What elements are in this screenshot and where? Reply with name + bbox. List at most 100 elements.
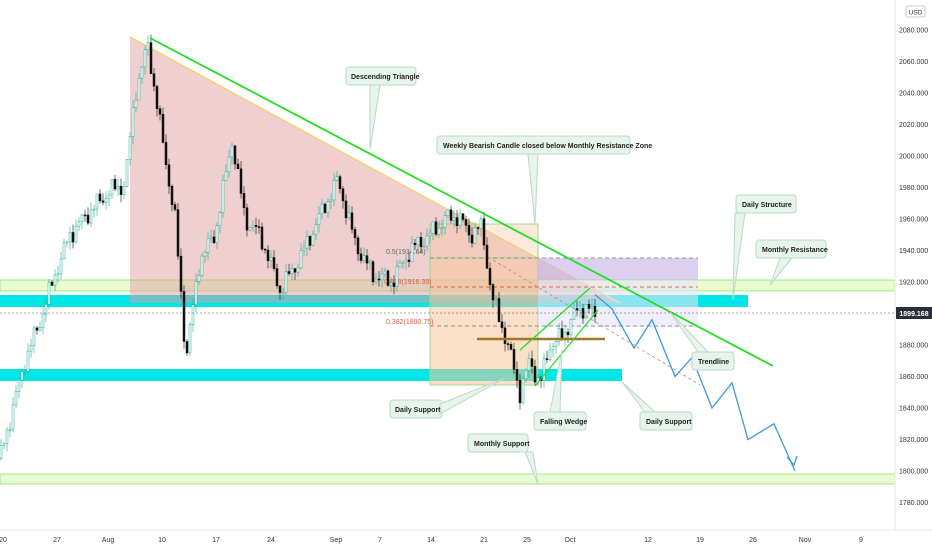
candle-body	[266, 249, 270, 262]
candle-body	[458, 213, 462, 226]
candle-body	[482, 218, 486, 246]
candle-body	[254, 224, 258, 227]
candle-body	[587, 304, 591, 309]
currency-badge[interactable]	[905, 5, 926, 18]
candle-body	[92, 208, 96, 211]
candle-body	[230, 145, 234, 158]
candle-body	[38, 327, 42, 331]
candle-body	[80, 214, 84, 222]
candle-body	[545, 358, 549, 360]
last-price-label: 1899.168	[899, 311, 928, 318]
candle-body	[311, 233, 315, 246]
candle-body	[269, 257, 273, 262]
candle-body	[131, 107, 135, 137]
callout-daily-structure: Daily Structure	[732, 194, 797, 301]
price-tick-label: 1960.000	[899, 217, 928, 224]
candle-body	[389, 282, 393, 286]
candle-body	[149, 42, 153, 74]
time-tick-label: 9	[859, 537, 863, 544]
candle-body	[500, 321, 504, 329]
candle-body	[59, 258, 63, 275]
callout-daily-support-left: Daily Support	[389, 377, 506, 419]
candle-body	[2, 443, 6, 446]
candle-body	[122, 186, 126, 195]
candle-body	[62, 242, 66, 260]
candle-body	[272, 257, 276, 269]
time-tick-label: Oct	[565, 537, 576, 544]
candle-body	[569, 319, 573, 336]
time-tick-label: 21	[480, 537, 488, 544]
candle-body	[245, 207, 249, 231]
candle-body	[557, 328, 561, 342]
candle-body	[350, 212, 354, 230]
candle-body	[134, 99, 138, 108]
price-axis[interactable]	[895, 0, 932, 530]
candle-body	[95, 193, 99, 210]
candle-body	[320, 203, 324, 215]
candle-body	[317, 213, 321, 225]
candle-body	[158, 108, 162, 115]
candle-body	[476, 227, 480, 229]
candle-body	[461, 213, 465, 220]
candle-body	[107, 194, 111, 199]
candle-body	[14, 391, 18, 406]
candle-body	[65, 241, 69, 244]
candle-body	[35, 327, 39, 331]
candle-body	[44, 304, 48, 315]
candle-body	[584, 304, 588, 319]
candle-body	[188, 324, 192, 354]
candle-body	[161, 114, 165, 143]
candle-body	[506, 343, 510, 345]
time-axis-ticks[interactable]: 20 27 Aug 10 17 24 Sep 7 14 21 25 Oct 12 19 26 Nov 9	[0, 537, 863, 544]
candle-body	[68, 232, 72, 243]
candle-body	[332, 180, 336, 201]
candle-body	[206, 238, 210, 253]
callout-daily-support-right: Daily Support	[621, 381, 693, 431]
time-tick-label: 26	[749, 537, 757, 544]
time-tick-label: 17	[212, 537, 220, 544]
callout-text: Monthly Support	[474, 441, 530, 448]
time-tick-label: 12	[644, 537, 652, 544]
wedge-lower-line	[534, 309, 599, 387]
candle-body	[50, 281, 54, 286]
candle-body	[554, 341, 558, 347]
candle-body	[260, 226, 264, 250]
candle-body	[248, 227, 252, 231]
candle-body	[116, 185, 120, 190]
monthly-support-zone	[0, 473, 896, 485]
candle-body	[479, 218, 483, 229]
candle-body	[182, 291, 186, 342]
candle-body	[299, 250, 303, 269]
callout-text: Weekly Bearish Candle closed below Month…	[443, 143, 652, 150]
candle-body	[26, 350, 30, 372]
callout-trendline: Trendline	[669, 311, 735, 371]
candle-body	[467, 225, 471, 236]
candle-body	[29, 345, 33, 352]
candle-body	[185, 341, 189, 354]
candle-body	[197, 275, 201, 282]
callout-weekly-bearish: Weekly Bearish Candle closed below Month…	[436, 135, 652, 226]
candle-body	[422, 245, 426, 248]
candle-body	[242, 193, 246, 209]
callout-text: Daily Support	[395, 407, 441, 414]
candle-body	[194, 281, 198, 305]
time-tick-label: 7	[378, 537, 382, 544]
candle-body	[392, 282, 396, 287]
fib-label-0-5: 0.5(1934.64)	[386, 249, 426, 256]
candle-body	[284, 271, 288, 293]
candle-body	[11, 404, 15, 430]
time-tick-label: 20	[0, 537, 7, 544]
candle-body	[572, 308, 576, 320]
candle-body	[200, 255, 204, 276]
candle-body	[128, 136, 132, 160]
callout-monthly-support: Monthly Support	[467, 433, 539, 485]
price-tick-label: 1860.000	[899, 374, 928, 381]
candle-body	[503, 327, 507, 344]
time-tick-label: 19	[696, 537, 704, 544]
candle-body	[380, 273, 384, 280]
candle-body	[416, 237, 420, 246]
candle-body	[368, 261, 372, 264]
candle-body	[440, 227, 444, 229]
candle-body	[566, 331, 570, 336]
